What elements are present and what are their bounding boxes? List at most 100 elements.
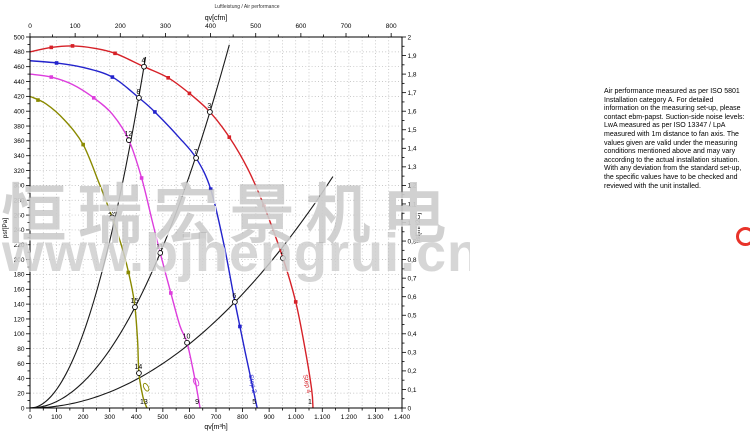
data-point-square (81, 142, 85, 147)
air-performance-chart: Step 2 Step 4 16 15 14 13 12 11 10 9 8 7 6 5 4 3 2 1 0 20 40… (2, 4, 470, 431)
svg-text:0: 0 (408, 405, 412, 412)
svg-text:0,3: 0,3 (408, 350, 417, 357)
operating-point-number: 13 (140, 399, 148, 406)
data-point-square (262, 203, 266, 208)
svg-text:700: 700 (211, 414, 222, 421)
operating-point-circle (280, 255, 286, 261)
svg-text:1,2: 1,2 (408, 183, 417, 190)
svg-text:2: 2 (408, 34, 412, 41)
svg-text:120: 120 (14, 316, 25, 323)
data-point-square (153, 110, 157, 114)
svg-text:1: 1 (408, 220, 412, 227)
operating-point-number: 11 (156, 244, 163, 251)
operating-point-number: 12 (124, 131, 132, 138)
svg-text:800: 800 (386, 23, 397, 30)
operating-point-number: 5 (252, 399, 256, 406)
svg-text:400: 400 (205, 23, 216, 30)
svg-text:400: 400 (14, 109, 25, 116)
operating-point-circle (136, 370, 142, 376)
svg-text:200: 200 (78, 414, 89, 421)
svg-text:160: 160 (14, 287, 25, 294)
red-logo-fragment (736, 227, 750, 246)
svg-text:420: 420 (14, 94, 25, 101)
svg-text:500: 500 (250, 23, 261, 30)
svg-text:40: 40 (17, 376, 25, 383)
svg-text:360: 360 (14, 138, 25, 145)
operating-point-circle (125, 137, 132, 143)
svg-text:100: 100 (14, 331, 25, 338)
svg-text:280: 280 (14, 198, 25, 205)
operating-point-number: 9 (195, 399, 199, 406)
svg-text:500: 500 (14, 34, 25, 41)
svg-text:0,2: 0,2 (408, 368, 417, 375)
fan-performance-plot: Step 2 Step 41615141312111098765432102040… (2, 4, 422, 431)
svg-text:260: 260 (14, 212, 25, 219)
svg-text:240: 240 (14, 227, 25, 234)
svg-text:1,6: 1,6 (408, 109, 417, 116)
chart-title: Luftleistung / Air performance (214, 4, 279, 10)
svg-text:300: 300 (160, 23, 171, 30)
data-point-square (49, 75, 54, 79)
svg-text:0: 0 (21, 405, 25, 412)
svg-text:1.300: 1.300 (367, 414, 384, 421)
axis-tick-labels: 0204060801001201401601802002202402602803… (14, 23, 417, 421)
svg-text:460: 460 (14, 64, 25, 71)
svg-text:500: 500 (157, 414, 168, 421)
svg-text:1.100: 1.100 (314, 414, 331, 421)
operating-point-circle (193, 155, 199, 161)
operating-point-number: 16 (108, 208, 116, 215)
operating-point-circle (132, 304, 138, 310)
operating-point-circle (157, 250, 164, 256)
data-point-square (54, 61, 59, 65)
svg-text:1.200: 1.200 (341, 414, 358, 421)
data-point-square (238, 324, 242, 329)
y-axis-label-right: psf[inH2O] (415, 212, 422, 243)
measurement-note-text: Air performance measured as per ISO 5801… (604, 88, 745, 190)
fan-curve-step-3 (29, 73, 201, 409)
svg-text:800: 800 (237, 414, 248, 421)
data-point-square (187, 91, 192, 96)
axes (26, 33, 406, 412)
operating-point-number: 3 (207, 103, 211, 110)
svg-text:140: 140 (14, 301, 25, 308)
svg-text:1,7: 1,7 (408, 90, 417, 97)
svg-text:480: 480 (14, 49, 25, 56)
data-point-square (126, 270, 131, 275)
operating-points: 16 15 14 13 12 11 10 9 8 7 6 5 4 3 2 1 (108, 58, 312, 406)
system-resistance-curves (29, 44, 334, 409)
svg-text:1,8: 1,8 (408, 71, 417, 78)
operating-point-circle (184, 339, 190, 346)
svg-text:200: 200 (115, 23, 126, 30)
svg-text:0,8: 0,8 (408, 257, 417, 264)
svg-text:1,3: 1,3 (408, 164, 417, 171)
svg-text:900: 900 (264, 414, 275, 421)
data-point-square (166, 76, 170, 80)
data-point-square (113, 51, 117, 56)
svg-text:100: 100 (51, 414, 62, 421)
step-label: Step 4 (301, 374, 312, 394)
x-axis-label-top: qv[cfm] (205, 15, 228, 22)
operating-point-number: 15 (131, 298, 139, 305)
svg-text:0,5: 0,5 (408, 313, 417, 320)
svg-text:1,1: 1,1 (408, 201, 417, 208)
data-point-square (293, 300, 298, 304)
svg-text:0,6: 0,6 (408, 294, 417, 301)
svg-text:220: 220 (14, 242, 25, 249)
operating-point-circle (207, 109, 213, 115)
operating-point-number: 8 (136, 89, 140, 96)
svg-text:0,9: 0,9 (408, 238, 417, 245)
svg-text:0,1: 0,1 (408, 387, 417, 394)
svg-text:200: 200 (14, 257, 25, 264)
operating-point-number: 10 (183, 334, 191, 341)
svg-text:1,4: 1,4 (408, 146, 417, 153)
svg-text:1,5: 1,5 (408, 127, 417, 134)
ellipse-marker (142, 382, 150, 392)
svg-text:300: 300 (104, 414, 115, 421)
svg-text:600: 600 (295, 23, 306, 30)
ellipse-marker (192, 377, 200, 387)
operating-point-number: 7 (194, 149, 198, 156)
grid (30, 37, 402, 408)
y-axis-label-left: psf[Pa] (2, 218, 9, 238)
operating-point-number: 14 (135, 364, 143, 371)
